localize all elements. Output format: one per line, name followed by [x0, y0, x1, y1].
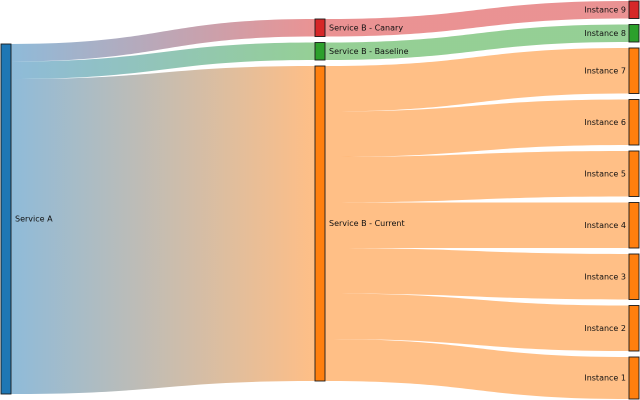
node-bu[interactable] — [314, 65, 326, 382]
node-i4[interactable] — [628, 202, 640, 249]
node-label-i2: Instance 2 — [584, 324, 626, 333]
node-a[interactable] — [0, 43, 12, 395]
node-label-i4: Instance 4 — [584, 221, 626, 230]
node-i8[interactable] — [628, 24, 640, 43]
node-i5[interactable] — [628, 150, 640, 197]
link-a-to-bc[interactable] — [11, 19, 315, 62]
node-i7[interactable] — [628, 47, 640, 94]
labels-layer: Service A Service B - Canary Service B - B… — [15, 5, 626, 382]
link-bu-to-i7[interactable] — [325, 48, 629, 112]
link-bu-to-i2[interactable] — [325, 293, 629, 352]
node-label-i6: Instance 6 — [584, 118, 626, 127]
node-i2[interactable] — [628, 305, 640, 352]
link-a-to-bu[interactable] — [11, 66, 315, 394]
link-bu-to-i4[interactable] — [325, 202, 629, 249]
node-label-i1: Instance 1 — [584, 374, 626, 383]
link-bu-to-i5[interactable] — [325, 151, 629, 203]
node-label-bc: Service B - Canary — [329, 23, 403, 32]
node-label-a: Service A — [15, 215, 53, 224]
link-bu-to-i1[interactable] — [325, 339, 629, 399]
node-label-i3: Instance 3 — [584, 272, 626, 281]
link-bb-to-i8[interactable] — [325, 24, 629, 61]
node-label-i8: Instance 8 — [584, 29, 626, 38]
node-bb[interactable] — [314, 42, 326, 61]
node-i9[interactable] — [628, 0, 640, 19]
link-bc-to-i9[interactable] — [325, 1, 629, 37]
node-label-bu: Service B - Current — [329, 219, 405, 228]
node-i6[interactable] — [628, 99, 640, 146]
links-layer — [11, 1, 629, 399]
link-a-to-bb[interactable] — [11, 42, 315, 80]
node-bc[interactable] — [314, 18, 326, 37]
node-label-bb: Service B - Baseline — [329, 47, 409, 56]
node-i3[interactable] — [628, 253, 640, 300]
node-label-i5: Instance 5 — [584, 169, 626, 178]
node-label-i9: Instance 9 — [584, 5, 626, 14]
node-i1[interactable] — [628, 356, 640, 400]
link-bu-to-i6[interactable] — [325, 99, 629, 158]
link-bu-to-i3[interactable] — [325, 248, 629, 300]
node-label-i7: Instance 7 — [584, 66, 626, 75]
